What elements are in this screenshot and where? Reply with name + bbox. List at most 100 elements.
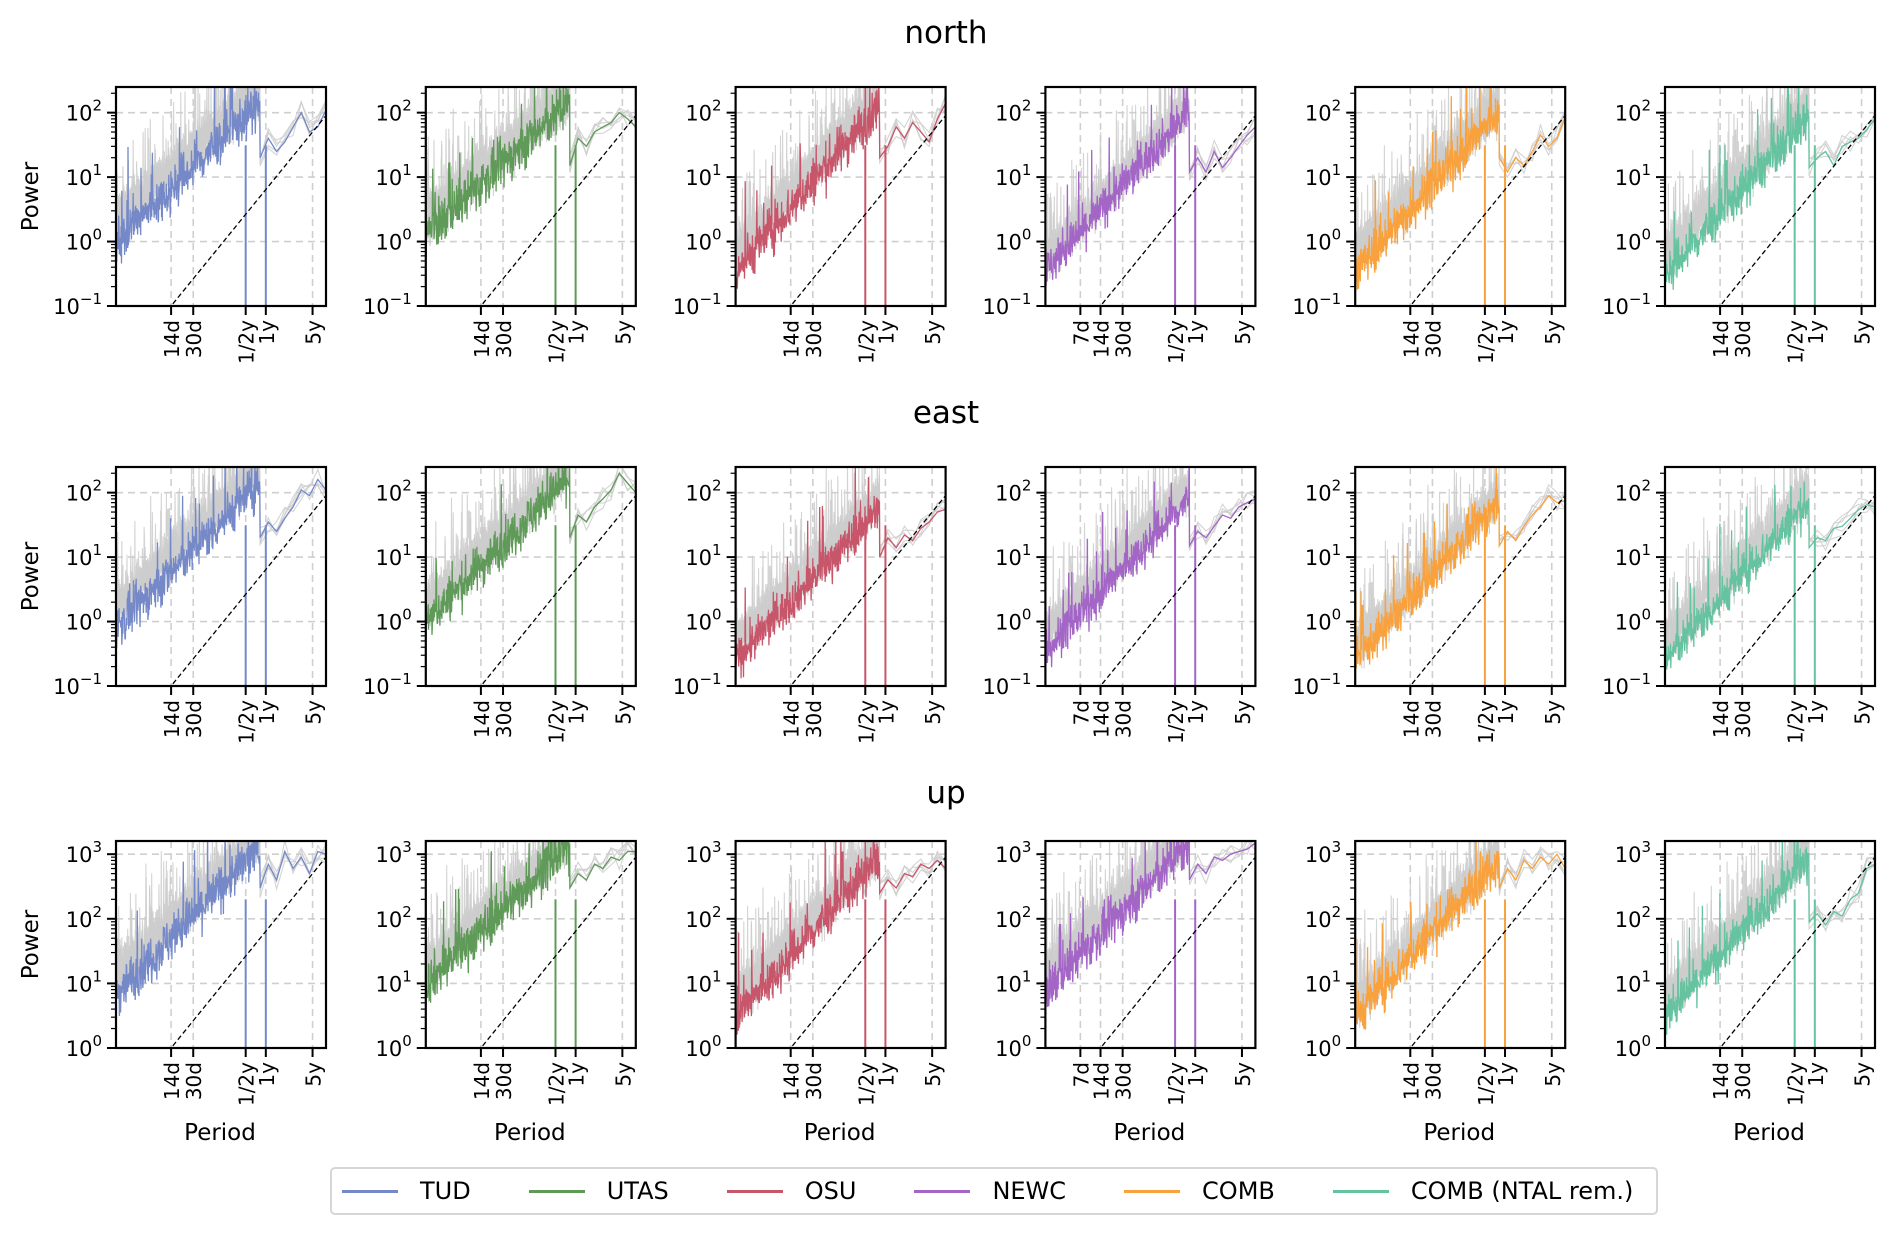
x-tick-label: 1/2y <box>1474 700 1498 744</box>
y-tick-label: 101 <box>66 967 102 996</box>
legend-label-comb-ntal: COMB (NTAL rem.) <box>1410 1177 1634 1205</box>
x-tick-label: 1y <box>1494 1062 1518 1087</box>
y-tick-label: 100 <box>685 226 721 255</box>
y-tick-label: 100 <box>1615 1032 1651 1061</box>
row-title-up: up <box>926 775 965 811</box>
y-tick-label: 101 <box>1305 541 1341 570</box>
plot-area <box>1355 841 1566 1048</box>
legend-item-osu: OSU <box>717 1169 905 1213</box>
y-tick-label: 103 <box>685 838 721 867</box>
x-tick-label: 1y <box>874 700 898 725</box>
axes-frame <box>734 465 947 688</box>
x-tick-label: 30d <box>802 320 826 358</box>
x-tick-label: 30d <box>182 700 206 738</box>
row-title-north: north <box>904 15 987 51</box>
x-tick-label: 5y <box>1541 320 1565 345</box>
reference-line <box>480 495 636 686</box>
y-tick-label: 101 <box>1615 541 1651 570</box>
plot-area <box>735 841 946 1048</box>
series-line-osu <box>735 467 946 679</box>
series-line-tud <box>116 467 326 648</box>
x-tick-label: 1y <box>565 320 589 345</box>
x-tick-label: 1y <box>565 1062 589 1087</box>
x-tick-label: 7d <box>1069 1062 1093 1087</box>
y-axis-label: Power <box>18 161 44 231</box>
x-tick-label: 30d <box>492 1062 516 1100</box>
x-tick-label: 14d <box>780 1062 804 1100</box>
x-tick-label: 1/2y <box>1164 700 1188 744</box>
series-line-newc <box>1045 467 1256 668</box>
x-tick-label: 1y <box>565 700 589 725</box>
x-tick-label: 14d <box>1399 320 1423 358</box>
plot-area <box>1045 467 1256 686</box>
y-tick-label: 103 <box>376 838 412 867</box>
reference-line <box>1099 115 1256 306</box>
y-tick-label: 102 <box>995 477 1031 506</box>
x-tick-label: 1/2y <box>1784 320 1808 364</box>
plot-area <box>116 467 326 686</box>
legend: TUD UTAS OSU NEWC COMB COMB (NTAL rem.) <box>330 1167 1658 1215</box>
plot-area <box>116 87 326 306</box>
y-tick-label: 103 <box>1615 838 1651 867</box>
x-tick-label: 5y <box>921 700 945 725</box>
y-tick-label: 10−1 <box>673 290 722 319</box>
legend-label-osu: OSU <box>804 1177 857 1205</box>
plot-area <box>1355 87 1566 306</box>
y-tick-label: 101 <box>995 541 1031 570</box>
x-tick-label: 1/2y <box>544 1062 568 1106</box>
x-tick-label: 5y <box>1231 1062 1255 1087</box>
reference-line <box>789 115 946 306</box>
y-tick-label: 102 <box>376 97 412 126</box>
y-tick-label: 101 <box>376 541 412 570</box>
legend-item-tud: TUD <box>332 1169 519 1213</box>
x-tick-label: 1y <box>1184 320 1208 345</box>
y-tick-label: 102 <box>66 477 102 506</box>
row-title-east: east <box>913 395 979 431</box>
x-tick-label: 5y <box>1231 320 1255 345</box>
series-line-utas <box>425 87 636 259</box>
background-series-line <box>1665 473 1875 666</box>
x-tick-label: 5y <box>302 320 326 345</box>
background-series-line <box>735 87 946 266</box>
x-tick-label: 1y <box>255 1062 279 1087</box>
x-tick-label: 5y <box>921 320 945 345</box>
y-tick-label: 101 <box>66 161 102 190</box>
y-tick-label: 101 <box>995 967 1031 996</box>
y-tick-label: 102 <box>376 477 412 506</box>
x-tick-label: 30d <box>1112 320 1136 358</box>
series-line-comb-ntal-rem- <box>1665 481 1875 670</box>
legend-label-newc: NEWC <box>992 1177 1067 1205</box>
legend-label-utas: UTAS <box>606 1177 669 1205</box>
x-tick-label: 5y <box>611 320 635 345</box>
y-tick-label: 100 <box>1305 606 1341 635</box>
y-tick-label: 100 <box>995 606 1031 635</box>
x-tick-label: 1/2y <box>854 320 878 364</box>
y-axis-label: Power <box>18 909 44 979</box>
y-tick-label: 100 <box>685 1032 721 1061</box>
x-tick-label: 30d <box>182 1062 206 1100</box>
x-tick-label: 1/2y <box>1474 1062 1498 1106</box>
plot-area <box>425 87 636 306</box>
y-tick-label: 100 <box>685 606 721 635</box>
plot-area <box>1665 87 1875 306</box>
x-axis-label: Period <box>494 1120 566 1146</box>
y-tick-label: 10−1 <box>53 670 102 699</box>
y-tick-label: 102 <box>685 97 721 126</box>
series-line-comb <box>1355 467 1566 669</box>
y-tick-label: 101 <box>685 161 721 190</box>
y-tick-label: 10−1 <box>1602 290 1651 319</box>
x-tick-label: 30d <box>1731 320 1755 358</box>
plot-area <box>735 467 946 686</box>
y-tick-label: 103 <box>995 838 1031 867</box>
